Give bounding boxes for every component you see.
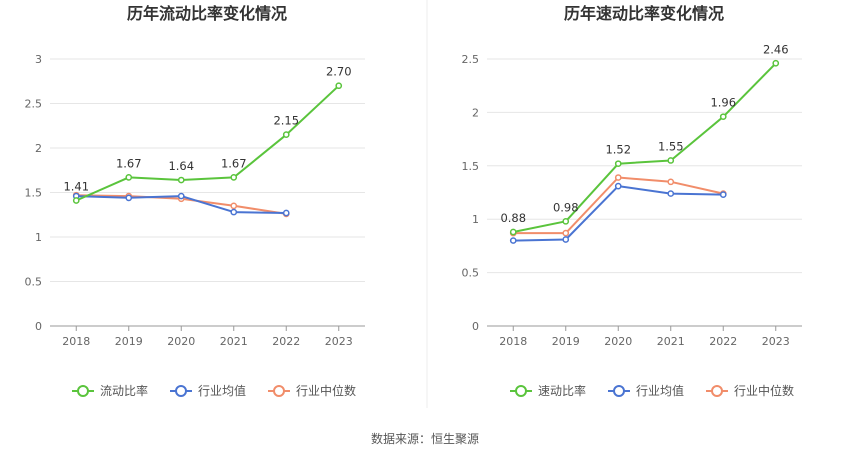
x-tick-label: 2021 — [220, 335, 248, 348]
data-point — [667, 178, 675, 186]
y-tick-label: 3 — [35, 53, 42, 66]
data-label: 2.46 — [763, 42, 789, 56]
x-tick-label: 2021 — [657, 335, 685, 348]
legend-marker-icon — [175, 385, 187, 397]
data-point — [562, 236, 570, 243]
y-tick-label: 0.5 — [25, 276, 43, 289]
legend-marker-icon — [613, 385, 625, 397]
series-line-1 — [75, 84, 340, 202]
data-label: 1.64 — [168, 159, 194, 173]
x-tick-label: 2019 — [552, 335, 580, 348]
y-tick-label: 2.5 — [25, 98, 43, 111]
data-point — [72, 197, 80, 204]
x-tick-label: 2022 — [272, 335, 300, 348]
data-point — [230, 202, 238, 210]
y-tick-label: 0 — [35, 320, 42, 333]
y-tick-label: 1 — [472, 213, 479, 226]
legend-label: 速动比率 — [538, 383, 586, 398]
legend-label: 流动比率 — [100, 383, 148, 398]
y-tick-label: 1.5 — [462, 160, 480, 173]
x-tick-label: 2018 — [499, 335, 527, 348]
legend-item-3: 行业中位数 — [268, 383, 356, 398]
data-point — [562, 217, 570, 225]
data-point — [125, 194, 133, 202]
data-point — [125, 174, 133, 181]
chart-1: 历年流动比率变化情况 0 0.5 1 1.5 2 2.5 3 2018 2019 2020 2021 2… — [25, 4, 365, 398]
y-tick-label: 1 — [35, 231, 42, 244]
data-point — [282, 209, 290, 217]
y-tick-label: 0 — [472, 320, 479, 333]
y-tick-label: 2.5 — [462, 53, 480, 66]
x-tick-label: 2020 — [167, 335, 195, 348]
data-label: 1.96 — [710, 96, 736, 110]
x-tick-label: 2023 — [325, 335, 353, 348]
source-text: 数据来源：恒生聚源 — [371, 431, 479, 446]
chart-title: 历年速动比率变化情况 — [564, 4, 724, 23]
legend-label: 行业中位数 — [296, 383, 356, 398]
x-tick-label: 2018 — [62, 335, 90, 348]
data-point — [614, 160, 622, 168]
legend-item-3: 行业中位数 — [706, 383, 794, 398]
data-label: 1.52 — [605, 143, 631, 157]
data-label: 2.70 — [326, 65, 352, 79]
legend-label: 行业均值 — [636, 383, 684, 398]
data-label: 0.88 — [500, 211, 526, 225]
data-point — [614, 174, 622, 181]
y-tick-label: 0.5 — [462, 267, 480, 280]
x-tick-label: 2020 — [604, 335, 632, 348]
data-point — [177, 192, 185, 200]
data-point — [667, 190, 675, 197]
chart-title: 历年流动比率变化情况 — [127, 4, 287, 23]
x-tick-label: 2019 — [115, 335, 143, 348]
data-point — [772, 59, 780, 67]
data-point — [230, 174, 238, 181]
data-point — [667, 157, 675, 164]
legend-item-1: 速动比率 — [510, 383, 586, 398]
data-point — [177, 176, 185, 184]
legend-marker-icon — [515, 385, 527, 397]
legend-label: 行业中位数 — [734, 383, 794, 398]
legend-marker-icon — [273, 385, 285, 397]
data-label: 1.67 — [221, 156, 247, 170]
y-tick-label: 2 — [472, 106, 479, 119]
series-line-1 — [513, 62, 777, 233]
data-point — [614, 182, 622, 190]
legend-marker-icon — [77, 385, 89, 397]
legend-item-2: 行业均值 — [608, 383, 684, 398]
y-tick-label: 2 — [35, 142, 42, 155]
data-point — [509, 237, 517, 244]
data-label: 1.67 — [116, 156, 142, 170]
data-point — [562, 229, 570, 237]
data-point — [719, 191, 727, 198]
data-point — [719, 113, 727, 121]
data-label: 1.41 — [63, 180, 89, 194]
legend-label: 行业均值 — [198, 383, 246, 398]
x-tick-label: 2023 — [762, 335, 790, 348]
data-point — [230, 208, 238, 216]
y-tick-label: 1.5 — [25, 187, 43, 200]
data-point — [335, 82, 343, 90]
legend-item-2: 行业均值 — [170, 383, 246, 398]
x-tick-label: 2022 — [709, 335, 737, 348]
data-point — [282, 131, 290, 138]
data-label: 1.55 — [658, 139, 684, 153]
legend-item-1: 流动比率 — [72, 383, 148, 398]
data-label: 0.98 — [553, 200, 579, 214]
data-point — [509, 228, 517, 236]
data-label: 2.15 — [273, 114, 299, 128]
legend-marker-icon — [711, 385, 723, 397]
